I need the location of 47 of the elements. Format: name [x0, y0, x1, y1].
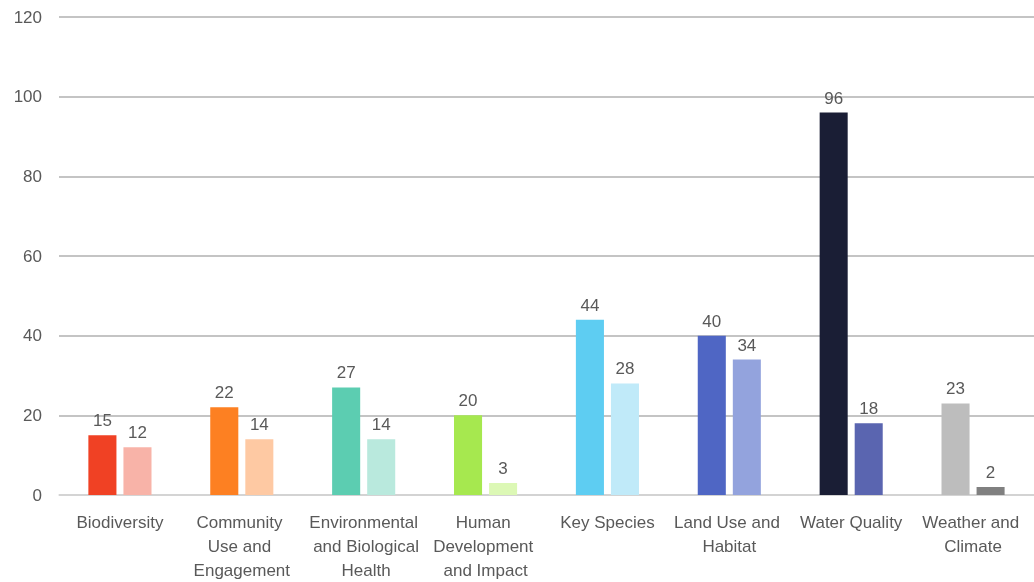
- data-label: 12: [128, 423, 147, 443]
- bar: [367, 439, 396, 495]
- x-tick-label: Environmental and Biological Health: [308, 512, 419, 580]
- y-tick-label: 120: [13, 7, 42, 27]
- bar: [88, 435, 117, 495]
- data-label: 40: [702, 311, 722, 331]
- data-label: 2: [985, 463, 996, 483]
- y-tick-label: 20: [23, 405, 42, 425]
- y-tick-label: 0: [32, 485, 42, 505]
- x-tick-label: Community Use and Engagement: [193, 512, 291, 580]
- y-tick-label: 60: [23, 246, 42, 266]
- y-tick-label: 100: [13, 87, 42, 107]
- bar: [454, 415, 483, 495]
- data-label: 15: [92, 411, 112, 431]
- x-tick-label: Weather and Climate: [922, 512, 1024, 556]
- bar: [210, 407, 239, 495]
- bar: [489, 483, 518, 495]
- data-label: 3: [498, 459, 508, 479]
- data-label: 20: [458, 391, 478, 411]
- bar: [123, 447, 152, 495]
- data-label: 14: [371, 415, 391, 435]
- bar: [819, 112, 848, 495]
- y-tick-label: 40: [23, 326, 42, 346]
- bar: [976, 487, 1005, 495]
- data-label: 18: [859, 399, 879, 419]
- y-tick-label: 80: [23, 166, 42, 186]
- bar: [332, 387, 361, 495]
- data-label: 23: [946, 379, 965, 399]
- bar: [854, 423, 883, 495]
- data-label: 22: [214, 383, 234, 403]
- data-label: 34: [737, 335, 757, 355]
- x-tick-label: Key Species: [560, 512, 655, 532]
- bar: [245, 439, 274, 495]
- bar: [697, 335, 726, 495]
- x-tick-label: Land Use and Habitat: [674, 512, 785, 556]
- bar: [941, 403, 970, 495]
- data-label: 27: [336, 363, 356, 383]
- x-tick-label: Biodiversity: [76, 512, 164, 532]
- bar: [575, 319, 604, 495]
- bar: [610, 383, 639, 495]
- x-tick-label: Water Quality: [800, 512, 903, 532]
- data-label: 96: [824, 88, 844, 108]
- data-label: 28: [615, 359, 635, 379]
- data-label: 44: [580, 295, 600, 315]
- bar: [732, 359, 761, 495]
- data-label: 14: [249, 415, 269, 435]
- x-tick-label: Human Development and Impact: [433, 512, 539, 580]
